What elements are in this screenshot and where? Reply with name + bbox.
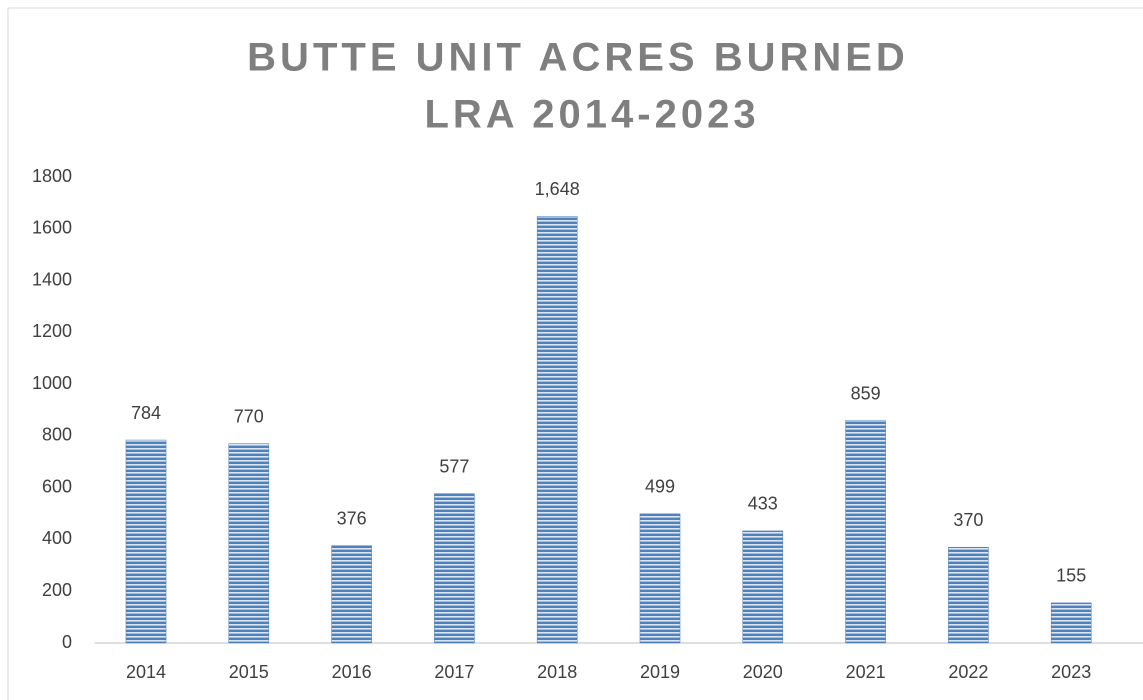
data-label: 770	[234, 406, 264, 426]
bar	[639, 513, 681, 644]
data-label: 499	[645, 477, 675, 497]
x-tick-label: 2020	[743, 662, 783, 682]
data-label: 577	[439, 456, 469, 476]
y-tick-label: 1400	[32, 269, 72, 289]
data-label: 859	[851, 383, 881, 403]
bar	[536, 216, 578, 644]
x-tick-label: 2014	[126, 662, 166, 682]
y-tick-label: 400	[42, 528, 72, 548]
x-tick-label: 2022	[948, 662, 988, 682]
data-label: 155	[1056, 566, 1086, 586]
bar	[742, 530, 784, 644]
data-label: 370	[953, 510, 983, 530]
chart-title: LRA 2014-2023	[424, 93, 759, 137]
y-tick-label: 1800	[32, 166, 72, 186]
bar	[434, 493, 475, 644]
x-tick-label: 2019	[640, 662, 680, 682]
chart-border	[7, 7, 1143, 700]
bar	[125, 439, 167, 644]
x-tick-label: 2021	[846, 662, 886, 682]
y-tick-label: 0	[62, 632, 72, 652]
data-label: 784	[131, 403, 161, 423]
bar	[1050, 602, 1092, 644]
y-tick-label: 800	[42, 425, 72, 445]
bar	[228, 443, 270, 644]
y-tick-label: 600	[42, 476, 72, 496]
y-tick-label: 1200	[32, 321, 72, 341]
bar	[845, 420, 886, 644]
x-tick-label: 2016	[332, 662, 372, 682]
data-label: 376	[337, 508, 367, 528]
bar	[331, 545, 372, 644]
x-tick-label: 2023	[1051, 662, 1091, 682]
y-tick-label: 1000	[32, 373, 72, 393]
bar	[948, 546, 989, 644]
data-label: 1,648	[535, 179, 580, 199]
y-tick-label: 200	[42, 580, 72, 600]
data-label: 433	[748, 494, 778, 514]
x-tick-label: 2017	[434, 662, 474, 682]
chart-title: BUTTE UNIT ACRES BURNED	[247, 36, 909, 80]
x-tick-label: 2018	[537, 662, 577, 682]
x-tick-label: 2015	[229, 662, 269, 682]
y-tick-label: 1600	[32, 218, 72, 238]
